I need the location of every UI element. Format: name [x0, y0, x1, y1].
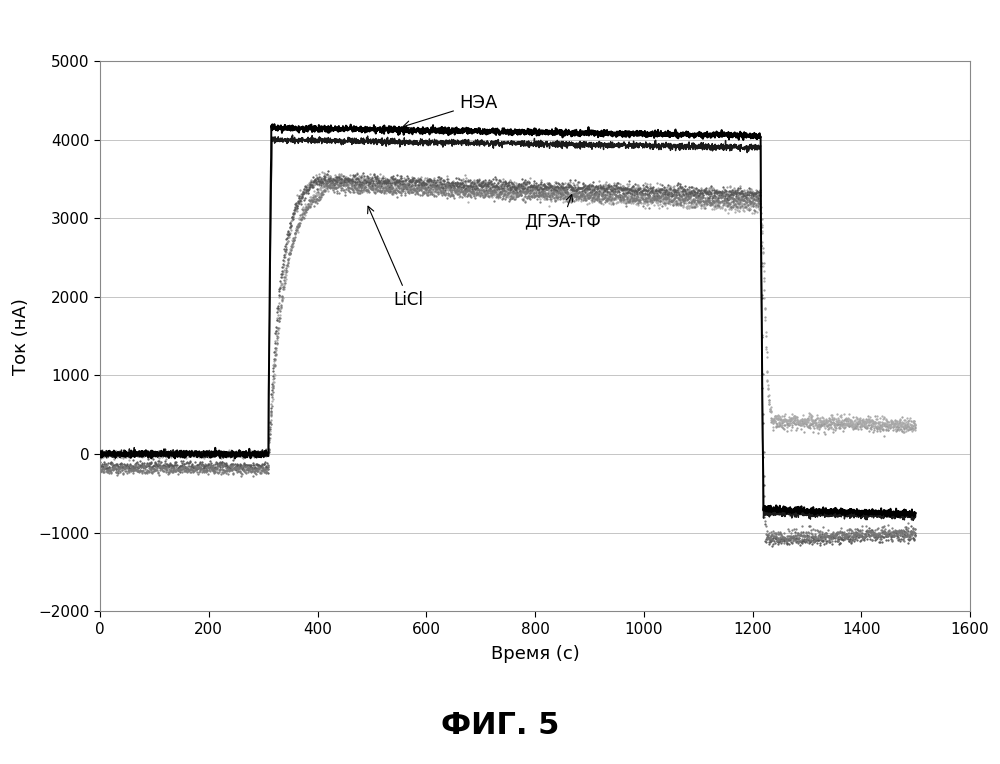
- X-axis label: Время (с): Время (с): [491, 645, 579, 663]
- Y-axis label: Ток (нА): Ток (нА): [12, 298, 30, 374]
- Text: ДГЭА-ТФ: ДГЭА-ТФ: [524, 195, 601, 230]
- Text: ФИГ. 5: ФИГ. 5: [441, 711, 559, 740]
- Text: НЭА: НЭА: [403, 94, 497, 128]
- Text: LiCl: LiCl: [368, 206, 424, 309]
